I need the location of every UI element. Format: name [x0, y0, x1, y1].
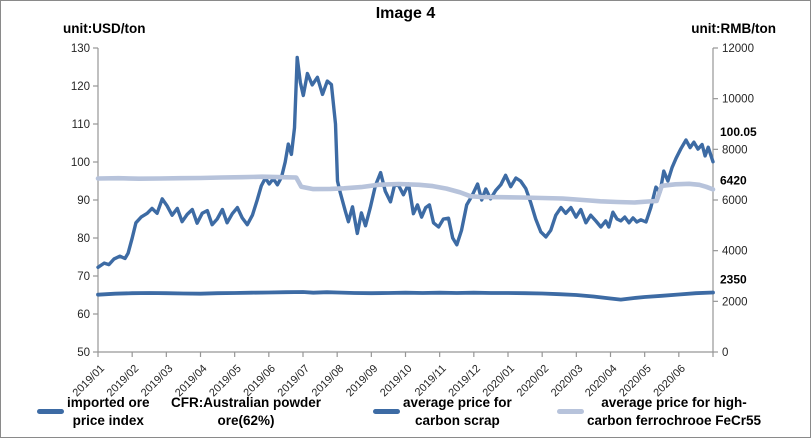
left-axis-tick-label: 110 [72, 119, 90, 131]
right-axis-tick-label: 4000 [722, 246, 748, 258]
right-axis-tick-label: 10000 [722, 94, 754, 106]
series-end-value-label-2: 6420 [720, 173, 747, 187]
left-axis-tick-label: 90 [77, 195, 90, 207]
chart-legend: imported ore price index CFR:Australian po… [1, 394, 810, 436]
right-axis-tick-label: 8000 [722, 144, 748, 156]
series-end-value-label-1: 2350 [720, 272, 747, 286]
left-axis-tick-label: 100 [71, 157, 90, 169]
legend-label: average price for carbon scrap [403, 395, 512, 428]
legend-label: imported ore price index [67, 395, 150, 428]
legend-item-2: average price for carbon scrap [373, 394, 512, 429]
left-axis-tick-label: 120 [71, 81, 90, 93]
series-line-0 [96, 55, 715, 269]
legend-item-1: CFR:Australian powder ore(62%) [171, 394, 321, 429]
legend-label: CFR:Australian powder ore(62%) [171, 395, 322, 428]
series-line-2 [95, 174, 716, 205]
series-end-value-label-0: 100.05 [720, 125, 757, 139]
left-axis-unit-label: unit:USD/ton [63, 21, 146, 36]
left-axis-tick-label: 70 [77, 271, 90, 283]
chart-title: Image 4 [375, 5, 436, 22]
left-axis-tick-label: 130 [71, 43, 90, 55]
series-line-1 [96, 290, 715, 302]
right-axis-tick-label: 0 [722, 347, 728, 359]
legend-swatch-icon [37, 409, 64, 414]
right-axis-unit-label: unit:RMB/ton [691, 21, 776, 36]
left-axis-tick-label: 80 [77, 233, 90, 245]
right-axis-tick-label: 2000 [722, 296, 748, 308]
legend-label: average price for high-carbon ferrochroo… [587, 395, 762, 428]
left-axis-tick-label: 50 [77, 347, 90, 359]
right-axis-tick-label: 6000 [722, 195, 748, 207]
legend-swatch-icon [373, 409, 400, 414]
left-axis-tick-label: 60 [77, 309, 90, 321]
legend-item-3: average price for high-carbon ferrochroo… [557, 394, 761, 429]
right-axis-tick-label: 12000 [722, 43, 754, 55]
legend-item-0: imported ore price index [37, 394, 150, 429]
legend-swatch-icon [557, 409, 584, 414]
